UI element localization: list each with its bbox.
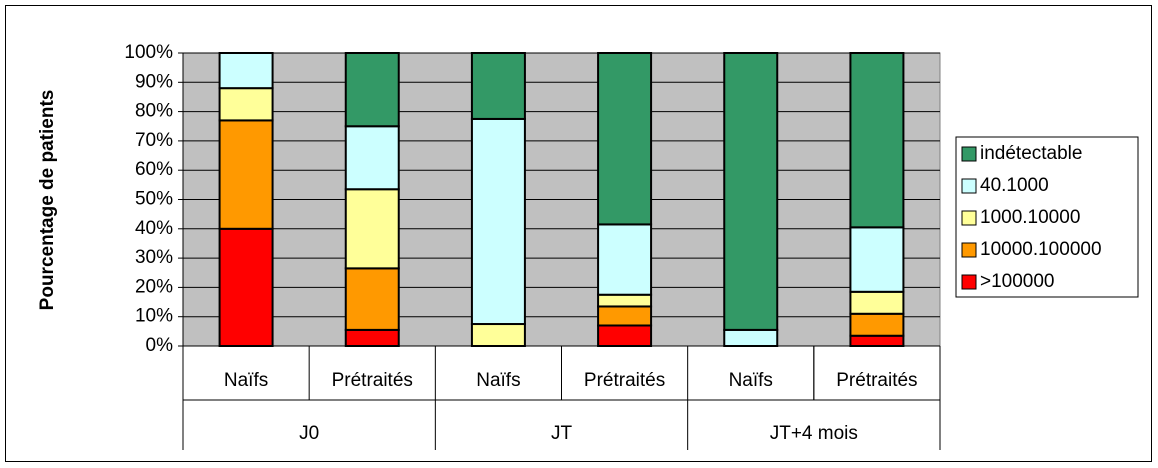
legend-label: 40.1000 <box>980 175 1049 196</box>
bar-segment <box>344 267 400 331</box>
bar-segment <box>218 87 274 122</box>
y-tick-label: 0% <box>146 335 174 356</box>
legend-swatch <box>961 274 977 290</box>
bar-segment <box>470 117 526 326</box>
x-tick-label: Prétraités <box>584 370 665 391</box>
x-tick-label: Prétraités <box>332 370 413 391</box>
legend-swatch <box>961 242 977 258</box>
y-tick-label: 90% <box>135 71 173 92</box>
bar-segment <box>470 323 526 347</box>
y-axis-title: Pourcentage de patients <box>37 90 58 311</box>
bar-segment <box>597 52 653 226</box>
legend-label: >100000 <box>980 271 1055 292</box>
bar-segment <box>723 328 779 348</box>
y-tick-label: 10% <box>135 306 173 327</box>
y-tick-label: 30% <box>135 247 173 268</box>
bar-segment <box>344 125 400 191</box>
y-tick-label: 70% <box>135 130 173 151</box>
y-tick-label: 100% <box>124 42 173 63</box>
y-tick-label: 80% <box>135 101 173 122</box>
bar-segment <box>597 305 653 327</box>
y-tick-label: 20% <box>135 276 173 297</box>
x-tick-label: Naïfs <box>224 370 268 391</box>
legend-swatch <box>961 146 977 162</box>
group-label: J0 <box>299 423 319 444</box>
bar-segment <box>344 328 400 348</box>
bar-segment <box>723 52 779 331</box>
bar-segment <box>344 52 400 128</box>
bar-segment <box>849 290 905 315</box>
bar-segment <box>849 312 905 337</box>
bar-segment <box>218 119 274 230</box>
legend-label: indétectable <box>980 143 1082 164</box>
bar-segment <box>470 52 526 120</box>
legend-label: 10000.100000 <box>980 239 1102 260</box>
bar-segment <box>849 52 905 229</box>
bar-segment <box>218 227 274 347</box>
bar-segment <box>849 226 905 293</box>
bar-segment <box>597 223 653 296</box>
bar-segment <box>218 52 274 90</box>
x-tick-label: Naïfs <box>476 370 520 391</box>
bar-segment <box>597 324 653 347</box>
bar-segment <box>597 293 653 308</box>
y-tick-label: 50% <box>135 189 173 210</box>
bar-segment <box>849 334 905 347</box>
bar-segment <box>344 188 400 270</box>
legend-swatch <box>961 210 977 226</box>
y-tick-label: 40% <box>135 218 173 239</box>
x-tick-label: Naïfs <box>729 370 773 391</box>
group-label: JT <box>551 423 573 444</box>
x-tick-label: Prétraités <box>836 370 917 391</box>
group-label: JT+4 mois <box>770 423 858 444</box>
legend-box <box>955 136 1139 298</box>
y-tick-label: 60% <box>135 159 173 180</box>
legend-label: 1000.10000 <box>980 207 1080 228</box>
legend-swatch <box>961 178 977 194</box>
